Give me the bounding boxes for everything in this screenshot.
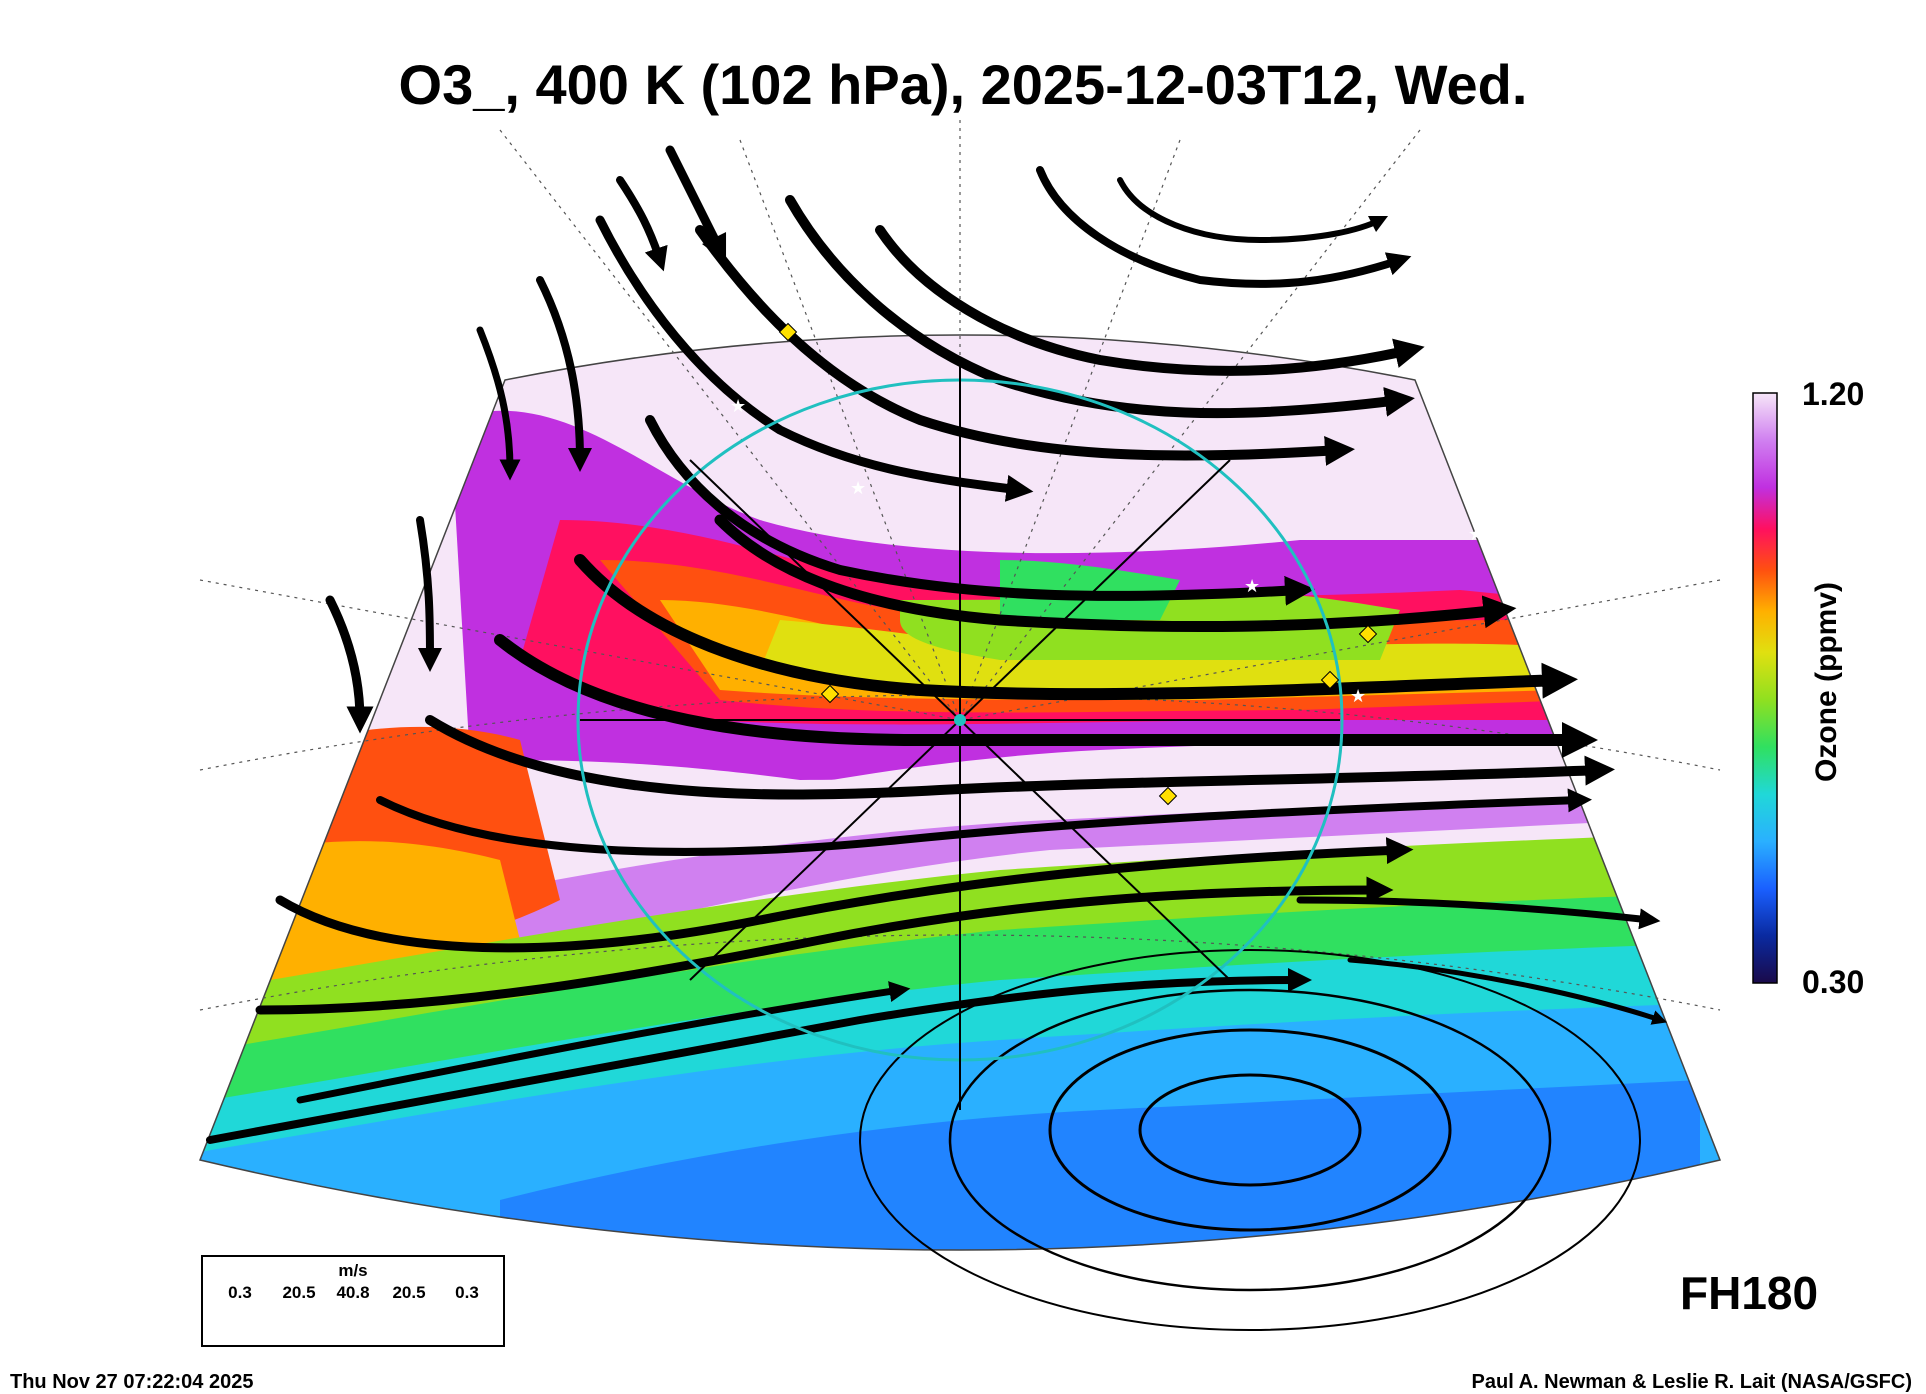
svg-text:★: ★	[1244, 576, 1260, 596]
colorbar-max-label: 1.20	[1802, 376, 1865, 412]
wind-legend-tick: 20.5	[282, 1283, 316, 1302]
station-markers: ★ ★ ★ ★ ★	[730, 322, 1484, 806]
footer-timestamp: Thu Nov 27 07:22:04 2025	[10, 1371, 254, 1393]
wind-streamlines	[206, 145, 1668, 1331]
wind-legend-tick: 20.5	[392, 1283, 426, 1302]
map-title: O3_, 400 K (102 hPa), 2025-12-03T12, Wed…	[398, 53, 1528, 116]
svg-text:★: ★	[1468, 524, 1484, 544]
colorbar	[1752, 392, 1778, 984]
wind-legend: m/s 0.3 20.5 40.8 20.5 0.3	[201, 1255, 505, 1347]
svg-text:★: ★	[850, 478, 866, 498]
svg-text:★: ★	[1350, 686, 1366, 706]
colorbar-min-label: 0.30	[1802, 964, 1865, 1000]
map-boundary	[198, 334, 1722, 1251]
wind-legend-unit: m/s	[338, 1261, 368, 1280]
reference-circle	[576, 360, 1344, 1110]
colorbar-title: Ozone (ppmv)	[1810, 582, 1843, 782]
forecast-hour-label: FH180	[1680, 1267, 1819, 1319]
wind-legend-tick: 0.3	[228, 1283, 252, 1302]
wind-legend-tick: 40.8	[336, 1283, 370, 1302]
footer-credit: Paul A. Newman & Leslie R. Lait (NASA/GS…	[1471, 1371, 1912, 1393]
wind-legend-tick: 0.3	[455, 1283, 479, 1302]
svg-text:★: ★	[730, 396, 746, 416]
